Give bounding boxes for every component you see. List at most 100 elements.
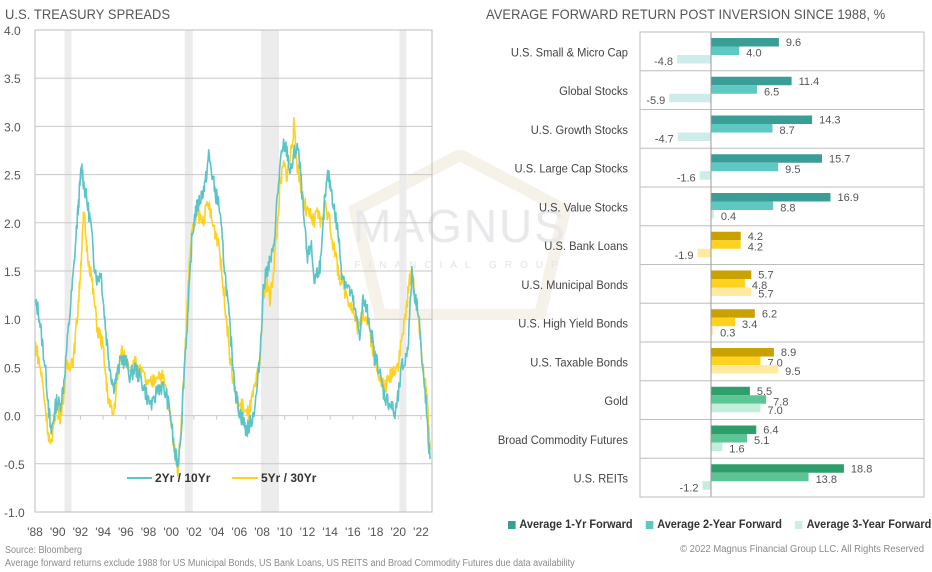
y-tick-label: -0.5: [4, 458, 25, 472]
bar-value-label: -1.2: [680, 482, 699, 494]
bar-2yr: [711, 279, 745, 288]
bar-value-label: 14.3: [819, 115, 840, 127]
bar-3yr: [699, 171, 711, 180]
y-tick-label: 0.5: [4, 361, 21, 375]
line-chart-title: U.S. TREASURY SPREADS: [5, 6, 171, 22]
bar-value-label: 18.8: [851, 463, 872, 475]
treasury-spreads-line-chart: 4.0 3.5 3.0 2.5 2.0 1.5 1.0 0.5 0.0 -0.5 -1.0 '88 '…: [4, 24, 433, 539]
bar-plot-frame: [639, 31, 925, 498]
category-label: Broad Commodity Futures: [498, 435, 628, 447]
bar-value-label: 9.5: [785, 164, 800, 176]
bar-value-label: 4.0: [746, 48, 761, 60]
bar-1yr: [711, 464, 844, 473]
bar-3yr: [711, 403, 761, 413]
x-tick-label: '00: [163, 525, 179, 539]
bar-value-label: 16.9: [837, 192, 858, 204]
bar-1yr: [711, 425, 757, 434]
x-tick-label: '10: [277, 525, 293, 539]
bar-1yr: [711, 193, 831, 202]
bar-value-label: 5.5: [757, 386, 772, 398]
bar-3yr: [711, 326, 714, 335]
x-tick-label: '06: [232, 525, 248, 539]
category-label: U.S. Bank Loans: [544, 241, 628, 253]
bar-1yr: [711, 76, 792, 86]
bar-2yr: [711, 317, 736, 327]
legend-label-1yr: Average 1-Yr Forward: [519, 519, 633, 531]
x-tick-label: '02: [186, 525, 202, 539]
bar-3yr: [677, 132, 711, 141]
x-tick-label: '20: [390, 525, 406, 539]
bar-2yr: [711, 240, 741, 249]
bar-value-label: 11.4: [799, 76, 820, 88]
bar-chart-title: AVERAGE FORWARD RETURN POST INVERSION SI…: [486, 6, 886, 22]
category-label: Gold: [604, 396, 628, 408]
category-label: U.S. Large Cap Stocks: [515, 163, 629, 175]
bar-value-label: -5.9: [646, 95, 665, 107]
bar-value-label: 13.8: [816, 474, 837, 486]
bar-value-label: 5.7: [758, 270, 773, 282]
bar-2yr: [711, 472, 809, 482]
bar-1yr: [711, 270, 752, 279]
bar-3yr: [711, 210, 714, 219]
bar-1yr: [711, 386, 750, 396]
category-label: U.S. Value Stocks: [539, 202, 628, 214]
x-tick-label: '96: [118, 525, 134, 539]
y-tick-label: 2.0: [4, 217, 21, 231]
bar-value-label: -4.8: [654, 56, 673, 68]
y-tick-label: 3.5: [4, 72, 21, 86]
x-tick-label: '08: [254, 525, 270, 539]
bar-value-label: 4.8: [752, 280, 767, 292]
bar-1yr: [711, 38, 779, 47]
bar-2yr: [711, 356, 761, 365]
category-label: U.S. Small & Micro Cap: [511, 47, 628, 59]
bar-value-label: 7.0: [767, 405, 782, 417]
y-tick-label: 1.0: [4, 313, 21, 327]
bar-1yr: [711, 309, 755, 318]
bar-2yr: [711, 201, 774, 210]
footnote: Average forward returns exclude 1988 for…: [5, 558, 575, 569]
legend-label-2yr-10yr: 2Yr / 10Yr: [155, 471, 211, 485]
y-tick-label: 1.5: [4, 265, 21, 279]
category-label: U.S. REITs: [573, 473, 628, 485]
x-tick-label: '88: [27, 525, 43, 539]
bar-value-label: 6.4: [763, 425, 778, 437]
x-tick-label: '98: [141, 525, 157, 539]
bar-value-label: 0.4: [721, 211, 736, 223]
bar-2yr: [711, 124, 773, 133]
bar-3yr: [697, 248, 711, 258]
bar-value-label: 5.1: [754, 435, 769, 447]
bar-value-label: -1.9: [675, 250, 694, 262]
y-tick-label: 0.0: [4, 410, 21, 424]
bar-2yr: [711, 46, 740, 55]
bar-1yr: [711, 154, 822, 163]
bar-2yr: [711, 162, 779, 172]
legend-swatch-2yr: [645, 521, 654, 529]
x-tick-label: '16: [345, 525, 361, 539]
bar-2yr: [711, 395, 767, 404]
x-tick-label: '92: [73, 525, 89, 539]
bar-value-label: 6.5: [764, 86, 779, 98]
bar-value-label: 7.8: [773, 396, 788, 408]
bar-value-label: 5.7: [758, 289, 773, 301]
bar-value-label: -1.6: [677, 172, 696, 184]
y-tick-label: 2.5: [4, 169, 21, 183]
bar-value-label: 9.6: [786, 37, 801, 49]
bar-3yr: [669, 93, 711, 103]
bar-1yr: [711, 115, 813, 124]
category-label: Global Stocks: [559, 86, 628, 98]
bar-2yr: [711, 434, 748, 443]
line-chart-legend: 2Yr / 10Yr 5Yr / 30Yr: [127, 471, 317, 485]
category-label: U.S. High Yield Bonds: [518, 318, 628, 330]
bar-value-label: 9.5: [785, 366, 800, 378]
source-note: Source: Bloomberg: [5, 545, 83, 556]
bar-3yr: [677, 55, 711, 64]
bar-value-label: 3.4: [742, 319, 757, 331]
y-tick-label: 3.0: [4, 120, 21, 134]
bar-value-label: 8.8: [780, 203, 795, 215]
plot-frame: [34, 29, 433, 513]
bar-3yr: [711, 287, 752, 296]
bar-value-label: 8.9: [781, 347, 796, 359]
category-label: U.S. Taxable Bonds: [530, 357, 628, 369]
legend-item-1yr: Average 1-Yr Forward: [508, 519, 633, 531]
category-label: U.S. Growth Stocks: [531, 125, 628, 137]
